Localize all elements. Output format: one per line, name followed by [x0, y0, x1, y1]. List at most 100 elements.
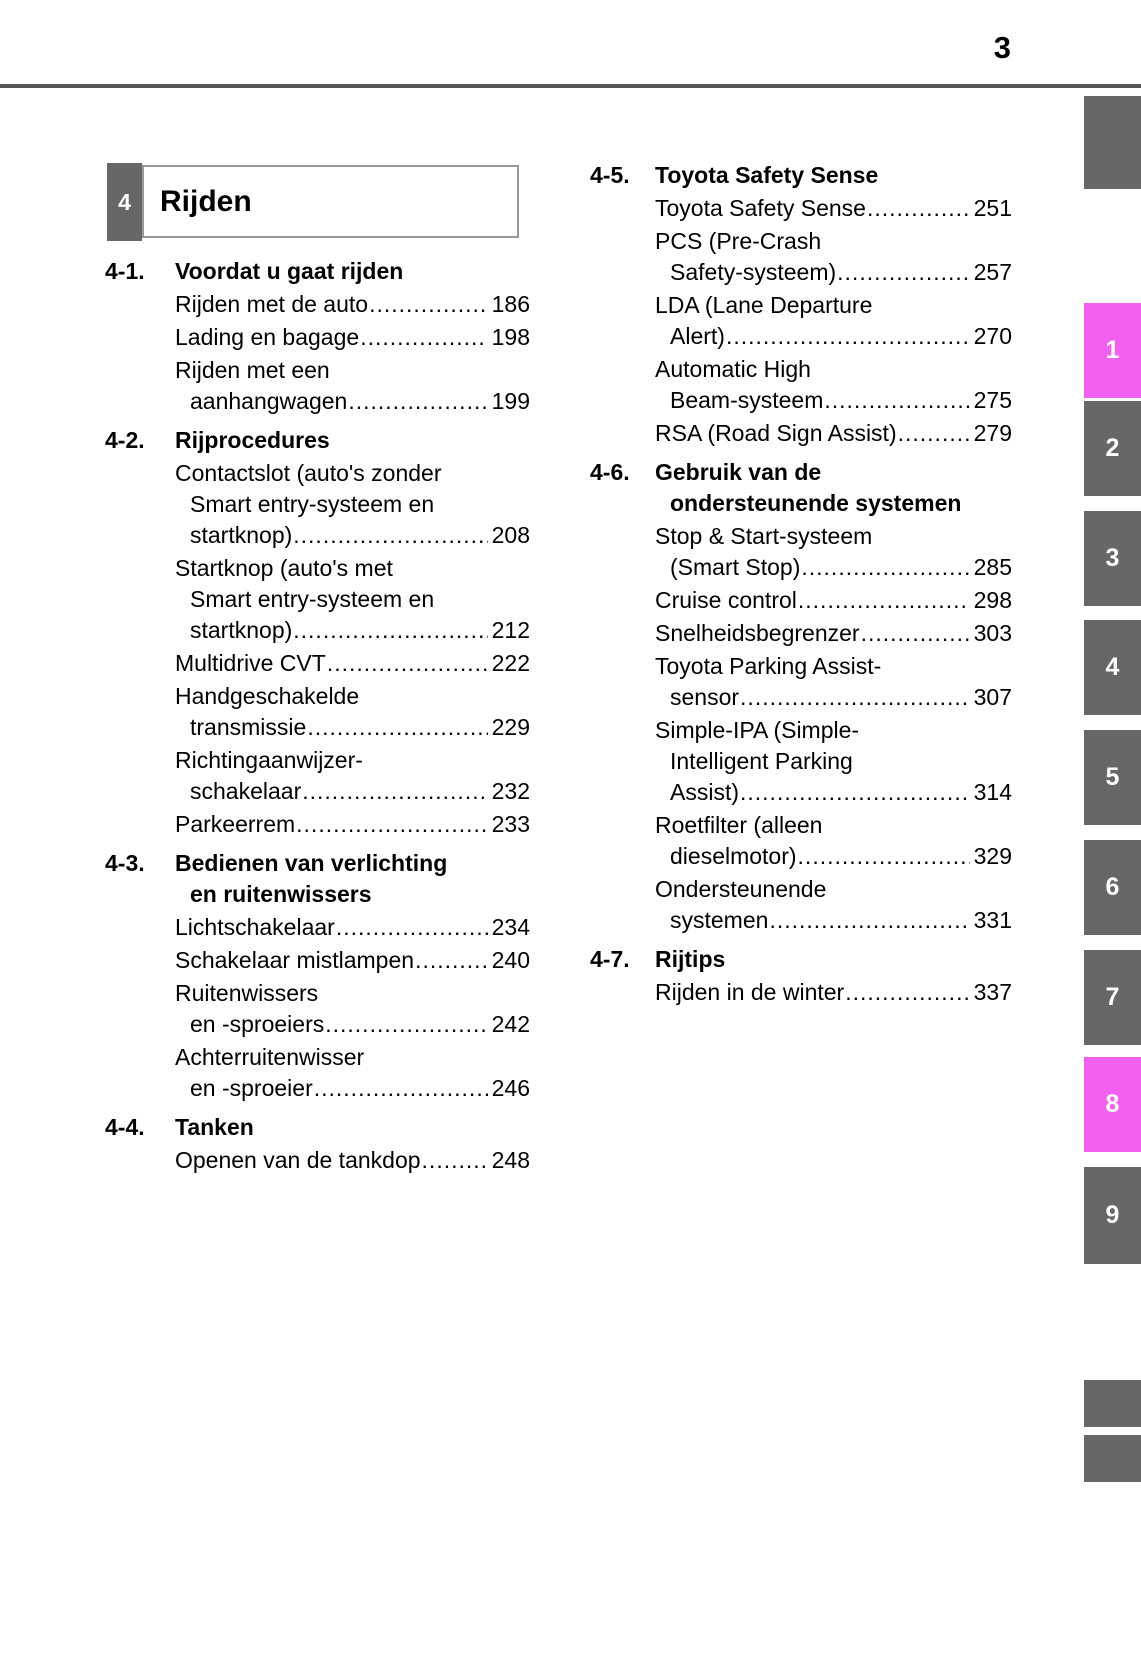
- entry-line: schakelaar..............................…: [175, 776, 530, 807]
- toc-entry: Lading en bagage........................…: [175, 322, 530, 353]
- dot-leader: ........................................…: [296, 811, 488, 837]
- toc-entry: Schakelaar mistlampen...................…: [175, 945, 530, 976]
- section-entries: Toyota Safety Sense.....................…: [590, 193, 1012, 449]
- entry-line: LDA (Lane Departure: [655, 292, 873, 318]
- dot-leader: ........................................…: [801, 554, 969, 580]
- toc-entry: LDA (Lane Departure Alert)...............…: [655, 290, 1012, 352]
- entry-line: Rijden met de auto......................…: [175, 289, 530, 320]
- sidebar-tab-3: 3: [1084, 511, 1141, 606]
- dot-leader: ........................................…: [797, 587, 970, 613]
- dot-leader: ........................................…: [293, 617, 487, 643]
- entry-line: Parkeerrem..............................…: [175, 809, 530, 840]
- toc-entry: Handgeschakelde transmissie..............…: [175, 681, 530, 743]
- dot-leader: ........................................…: [313, 1075, 488, 1101]
- entry-line: Lichtschakelaar.........................…: [175, 912, 530, 943]
- section-title-line: ondersteunende systemen: [670, 490, 962, 516]
- toc-entry: Ruitenwissers en -sproeiers..............…: [175, 978, 530, 1040]
- section-title-line: en ruitenwissers: [190, 881, 372, 907]
- chapter-title: Rijden: [160, 184, 252, 218]
- entry-line: Handgeschakelde: [175, 683, 360, 709]
- entry-text: Cruise control: [655, 587, 797, 613]
- section-number: 4-3.: [105, 850, 145, 876]
- section-entries: Stop & Start-systeem (Smart Stop)........…: [590, 521, 1012, 936]
- section-heading: 4-5. Toyota Safety Sense: [590, 160, 1012, 191]
- entry-line: Assist).................................…: [655, 777, 1012, 808]
- entry-text: Openen van de tankdop: [175, 1147, 421, 1173]
- toc-column-right: 4-5. Toyota Safety Sense Toyota Safety Sen…: [590, 160, 1012, 1008]
- toc-entry: Openen van de tankdop...................…: [175, 1145, 530, 1176]
- page-ref: 198: [491, 324, 530, 350]
- page-ref: 240: [491, 947, 530, 973]
- chapter-header: 4 Rijden: [107, 163, 519, 241]
- entry-text: Alert): [670, 323, 725, 349]
- entry-line: systemen................................…: [655, 905, 1012, 936]
- section-number: 4-2.: [105, 427, 145, 453]
- dot-leader: ........................................…: [740, 684, 970, 710]
- toc-section: 4-5. Toyota Safety Sense Toyota Safety Sen…: [590, 160, 1012, 449]
- section-title: Rijtips: [655, 944, 725, 975]
- entry-text: dieselmotor): [670, 843, 797, 869]
- entry-text: Assist): [670, 779, 739, 805]
- dot-leader: ........................................…: [415, 947, 488, 973]
- toc-entry: Toyota Safety Sense.....................…: [655, 193, 1012, 224]
- toc-section: 4-3. Bedienen van verlichting en ruitenwis…: [105, 848, 530, 1104]
- dot-leader: ........................................…: [797, 843, 970, 869]
- dot-leader: ........................................…: [845, 979, 970, 1005]
- section-title: Toyota Safety Sense: [655, 160, 878, 191]
- toc-section: 4-2. Rijprocedures Contactslot (auto's zon…: [105, 425, 530, 840]
- dot-leader: ........................................…: [740, 779, 970, 805]
- entry-text: startknop): [190, 617, 293, 643]
- sidebar-tab-blank-bottom-2: [1084, 1435, 1141, 1482]
- entry-text: aanhangwagen: [190, 388, 348, 414]
- toc-entry: Contactslot (auto's zonder Smart entry-sy…: [175, 458, 530, 551]
- entry-text: Snelheidsbegrenzer: [655, 620, 860, 646]
- dot-leader: ........................................…: [348, 388, 488, 414]
- entry-line: Achterruitenwisser: [175, 1044, 365, 1070]
- section-number: 4-1.: [105, 258, 145, 284]
- sidebar-tab-7: 7: [1084, 950, 1141, 1045]
- section-number: 4-6.: [590, 459, 630, 485]
- entry-text: Rijden in de winter: [655, 979, 845, 1005]
- page-ref: 331: [973, 907, 1012, 933]
- entry-line: PCS (Pre-Crash: [655, 228, 822, 254]
- toc-entry: Roetfilter (alleen dieselmotor)..........…: [655, 810, 1012, 872]
- entry-line: Roetfilter (alleen: [655, 812, 823, 838]
- toc-section: 4-4. Tanken Openen van de tankdop.........…: [105, 1112, 530, 1176]
- entry-text: systemen: [670, 907, 769, 933]
- toc-section: 4-6. Gebruik van de ondersteunende systeme…: [590, 457, 1012, 936]
- sidebar-tab-9: 9: [1084, 1167, 1141, 1264]
- entry-line: Snelheidsbegrenzer......................…: [655, 618, 1012, 649]
- page-ref: 307: [973, 684, 1012, 710]
- entry-text: Schakelaar mistlampen: [175, 947, 415, 973]
- entry-line: Safety-systeem).........................…: [655, 257, 1012, 288]
- entry-line: Schakelaar mistlampen...................…: [175, 945, 530, 976]
- page-ref: 229: [491, 714, 530, 740]
- dot-leader: ........................................…: [837, 259, 970, 285]
- entry-text: Lading en bagage: [175, 324, 360, 350]
- entry-line: Startknop (auto's met: [175, 555, 393, 581]
- entry-line: Simple-IPA (Simple-: [655, 717, 860, 743]
- toc-entry: RSA (Road Sign Assist)..................…: [655, 418, 1012, 449]
- sidebar-tab-8: 8: [1084, 1057, 1141, 1152]
- entry-line: RSA (Road Sign Assist)..................…: [655, 418, 1012, 449]
- sidebar-tab-6: 6: [1084, 840, 1141, 935]
- page-ref: 186: [491, 291, 530, 317]
- entry-text: en -sproeiers: [190, 1011, 325, 1037]
- entry-text: RSA (Road Sign Assist): [655, 420, 897, 446]
- section-title-line: Tanken: [175, 1114, 254, 1140]
- section-number: 4-4.: [105, 1114, 145, 1140]
- page-ref: 329: [973, 843, 1012, 869]
- entry-line: Richtingaanwijzer-: [175, 747, 363, 773]
- sidebar-tab-5: 5: [1084, 730, 1141, 825]
- entry-line: Multidrive CVT..........................…: [175, 648, 530, 679]
- toc-entry: Rijden in de winter.....................…: [655, 977, 1012, 1008]
- toc-entry: Simple-IPA (Simple- Intelligent Parking As…: [655, 715, 1012, 808]
- dot-leader: ........................................…: [769, 907, 969, 933]
- dot-leader: ........................................…: [302, 778, 487, 804]
- page-ref: 233: [491, 811, 530, 837]
- section-entries: Rijden in de winter.....................…: [590, 977, 1012, 1008]
- entry-text: Lichtschakelaar: [175, 914, 335, 940]
- section-title: Tanken: [175, 1112, 254, 1143]
- section-title-line: Toyota Safety Sense: [655, 162, 879, 188]
